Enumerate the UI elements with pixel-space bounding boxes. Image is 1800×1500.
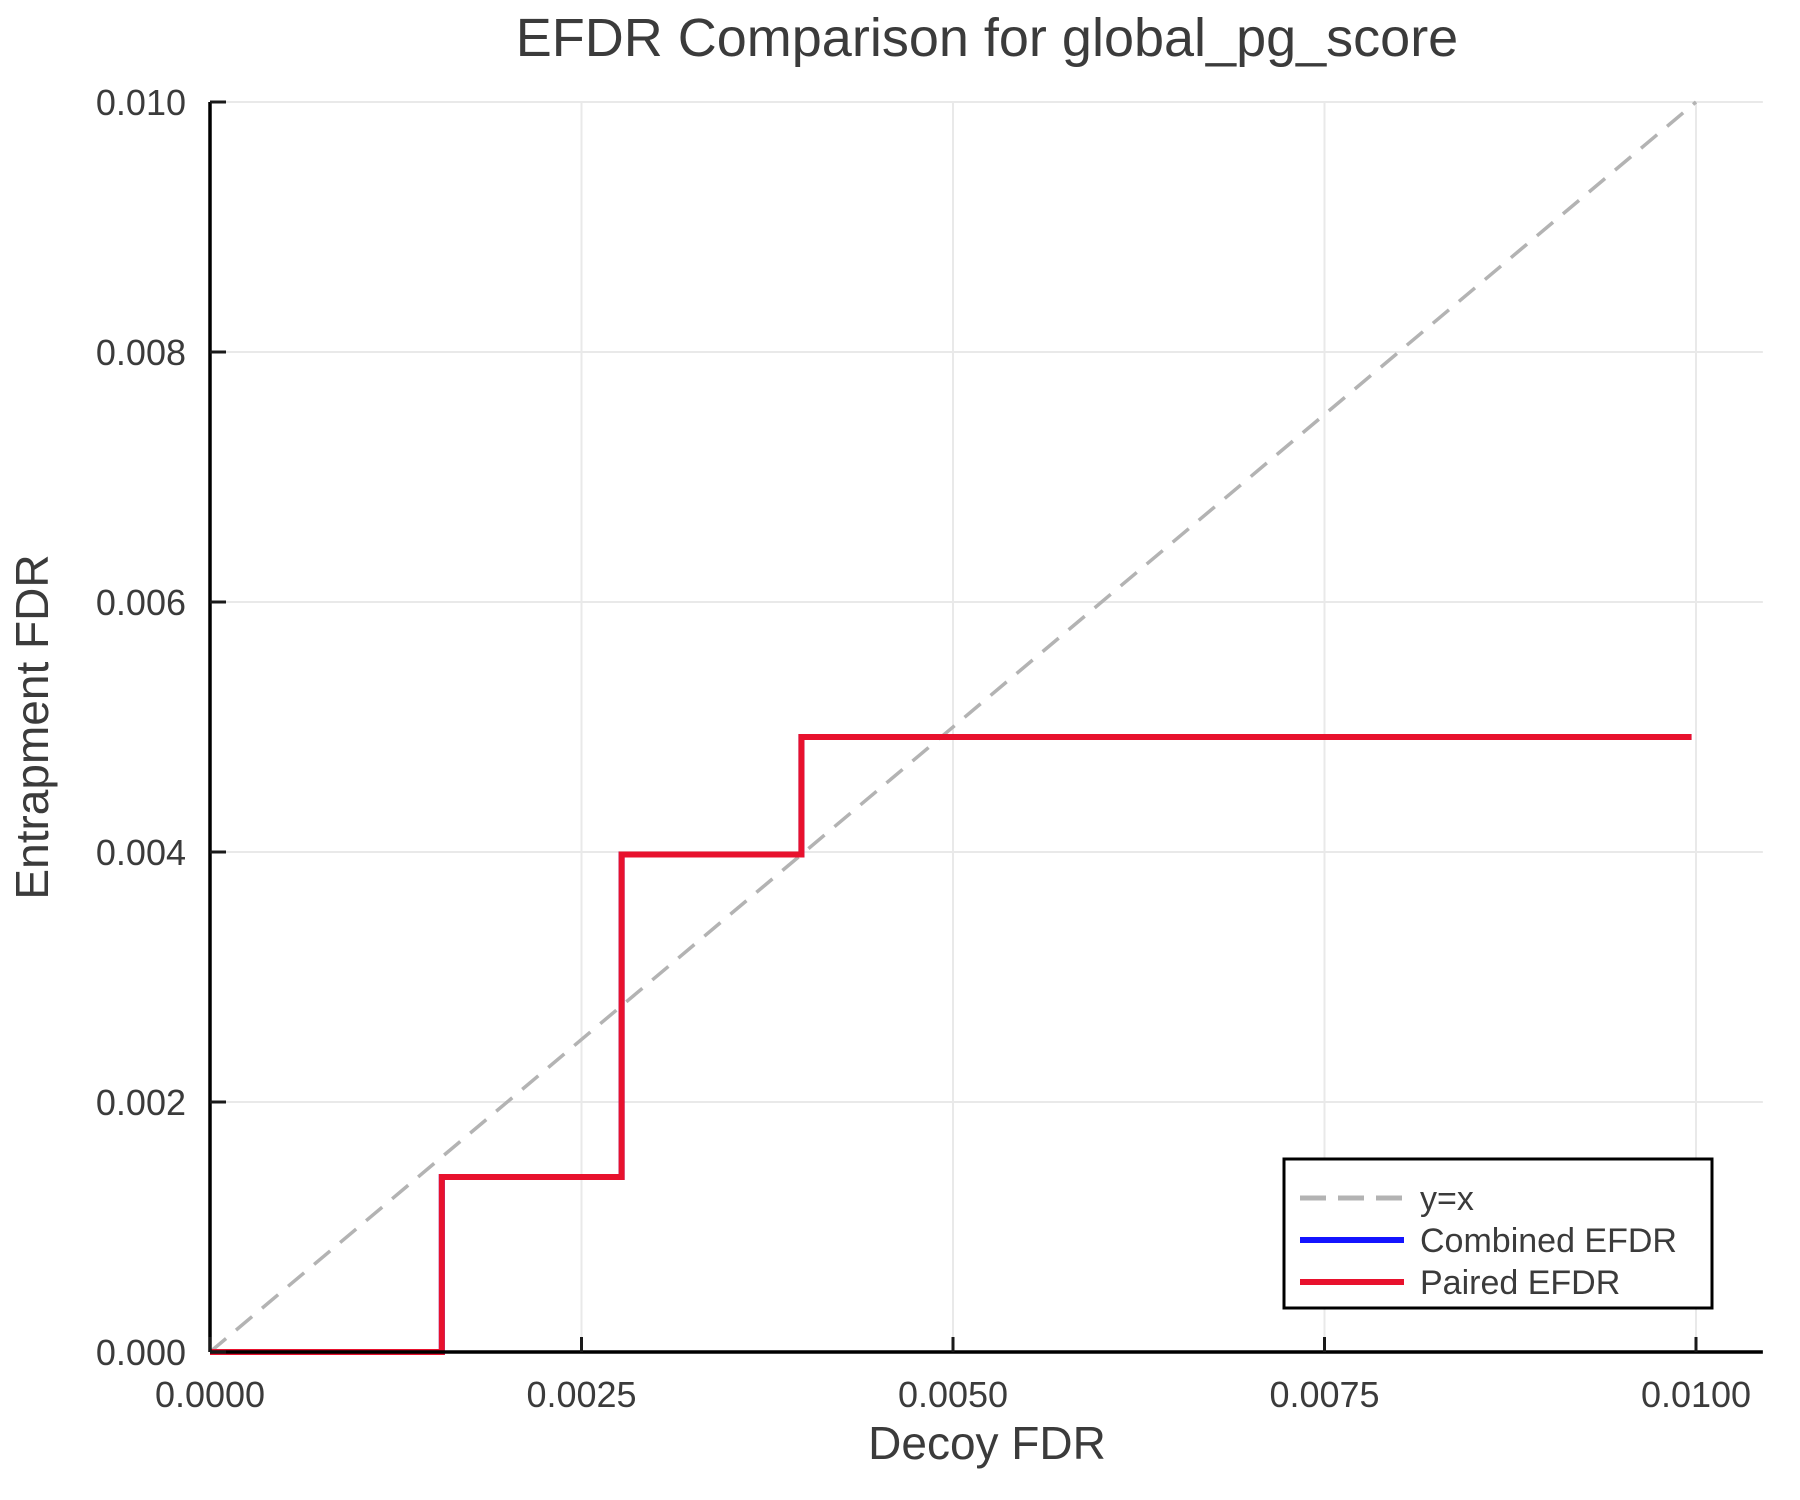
y-tick-label: 0.004: [96, 832, 186, 873]
legend: y=x Combined EFDR Paired EFDR: [1282, 1157, 1714, 1310]
legend-entry-label: Combined EFDR: [1420, 1222, 1677, 1260]
x-axis-label: Decoy FDR: [868, 1417, 1106, 1469]
x-tick-label: 0.0075: [1269, 1374, 1379, 1415]
y-tick-label: 0.010: [96, 82, 186, 123]
y-tick-label: 0.006: [96, 582, 186, 623]
gridlines: [210, 101, 1763, 1352]
x-tick-label: 0.0000: [155, 1374, 265, 1415]
x-tick-label: 0.0100: [1641, 1374, 1751, 1415]
y-axis-label: Entrapment FDR: [6, 554, 58, 899]
y-tick-label: 0.000: [96, 1332, 186, 1373]
legend-entry-label: y=x: [1420, 1180, 1474, 1218]
y-tick-label: 0.008: [96, 332, 186, 373]
x-tick-label: 0.0025: [526, 1374, 636, 1415]
chart-title: EFDR Comparison for global_pg_score: [516, 8, 1458, 68]
legend-entry-label: Paired EFDR: [1420, 1264, 1620, 1302]
plot-series: [208, 100, 1698, 1355]
x-tick-label: 0.0050: [898, 1374, 1008, 1415]
axes: 0.0000 0.0025 0.0050 0.0075 0.0100 0.000 0.002…: [96, 82, 1763, 1415]
series-line-y-x: [208, 100, 1698, 1354]
y-tick-label: 0.002: [96, 1082, 186, 1123]
series-line-paired-efdr: [210, 734, 1692, 1355]
